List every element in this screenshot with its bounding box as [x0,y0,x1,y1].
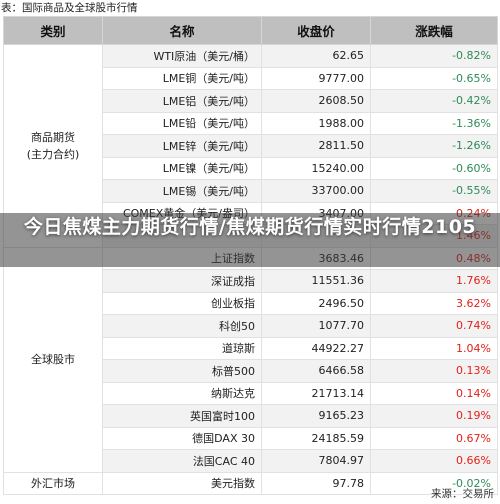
table-row: 道琼斯 44922.27 1.04% [4,336,498,360]
price-cell: 11551.36 [261,269,371,293]
table-row: LME锌（美元/吨） 2811.50 -1.26% [4,134,498,158]
table-row: LME铅（美元/吨） 1988.00 -1.36% [4,111,498,135]
header-category: 类别 [3,16,103,45]
table-row: 英国富时100 9165.23 0.19% [4,404,498,428]
header-name: 名称 [102,16,262,45]
table-row: LME锡（美元/吨） 33700.00 -0.55% [4,179,498,203]
category-label: (主力合约) [26,147,80,161]
name-cell: 深证成指 [102,269,262,293]
price-cell: 7804.97 [261,449,371,473]
name-cell: 英国富时100 [102,404,262,428]
table-row: 标普500 6466.58 0.13% [4,359,498,383]
name-cell: LME锌（美元/吨） [102,134,262,158]
price-cell: 24185.59 [261,426,371,450]
category-cell-fx: 外汇市场 [3,471,103,495]
price-cell: 9165.23 [261,404,371,428]
category-label: 全球股市 [31,353,75,366]
name-cell: 美元指数 [102,471,262,495]
source-note: 来源：交易所 [431,488,494,500]
price-cell: 62.65 [261,44,371,68]
name-cell: LME锡（美元/吨） [102,179,262,203]
header-change: 涨跌幅 [370,16,498,45]
change-cell: 0.13% [370,359,498,383]
category-cell-stocks: 全球股市 [3,246,103,473]
change-cell: 1.04% [370,336,498,360]
header-price: 收盘价 [261,16,371,45]
change-cell: 0.66% [370,449,498,473]
table-row: 商品期货 (主力合约) WTI原油（美元/桶） 62.65 -0.82% [3,44,498,248]
name-cell: WTI原油（美元/桶） [102,44,262,68]
change-cell: 0.19% [370,404,498,428]
headline-overlay [0,213,500,267]
change-cell: -0.55% [370,179,498,203]
name-cell: 道琼斯 [102,336,262,360]
table-row: 科创50 1077.70 0.74% [4,314,498,338]
price-cell: 9777.00 [261,66,371,90]
table-body: 商品期货 (主力合约) WTI原油（美元/桶） 62.65 -0.82% LME铜（美元/… [3,44,498,495]
price-cell: 1077.70 [261,314,371,338]
change-cell: 3.62% [370,291,498,315]
price-cell: 33700.00 [261,179,371,203]
name-cell: 创业板指 [102,291,262,315]
price-cell: 2496.50 [261,291,371,315]
change-cell: -1.36% [370,111,498,135]
name-cell: LME铅（美元/吨） [102,111,262,135]
name-cell: 法国CAC 40 [102,449,262,473]
change-cell: 0.67% [370,426,498,450]
table-row: 外汇市场 美元指数 97.78 -0.02% [3,471,498,495]
price-cell: 1988.00 [261,111,371,135]
name-cell: LME镍（美元/吨） [102,156,262,180]
name-cell: LME铜（美元/吨） [102,66,262,90]
name-cell: 标普500 [102,359,262,383]
table-row: LME镍（美元/吨） 15240.00 -0.60% [4,156,498,180]
change-cell: -0.42% [370,89,498,113]
change-cell: 0.14% [370,381,498,405]
price-cell: 2608.50 [261,89,371,113]
table-caption: 表：国际商品及全球股市行情 [1,2,138,14]
price-cell: 6466.58 [261,359,371,383]
change-cell: -0.60% [370,156,498,180]
price-cell: 15240.00 [261,156,371,180]
category-label: 外汇市场 [31,476,75,490]
price-cell: 21713.14 [261,381,371,405]
name-cell: LME铝（美元/吨） [102,89,262,113]
price-cell: 97.78 [261,471,371,495]
name-cell: 德国DAX 30 [102,426,262,450]
category-label: 商品期货 [31,130,75,144]
change-cell: -1.26% [370,134,498,158]
name-cell: 纳斯达克 [102,381,262,405]
change-cell: -0.65% [370,66,498,90]
header-row: 类别 名称 收盘价 涨跌幅 [3,16,498,45]
name-cell: 科创50 [102,314,262,338]
change-cell: 0.74% [370,314,498,338]
table-row: 德国DAX 30 24185.59 0.67% [4,426,498,450]
price-cell: 2811.50 [261,134,371,158]
change-cell: 1.76% [370,269,498,293]
price-cell: 44922.27 [261,336,371,360]
table-row: 法国CAC 40 7804.97 0.66% [4,449,498,473]
headline-text: 今日焦煤主力期货行情/焦煤期货行情实时行情2105 [23,216,477,238]
change-cell: -0.02% [370,471,498,495]
table-row: LME铝（美元/吨） 2608.50 -0.42% [4,89,498,113]
change-cell: -0.82% [370,44,498,68]
table-row: 创业板指 2496.50 3.62% [4,291,498,315]
